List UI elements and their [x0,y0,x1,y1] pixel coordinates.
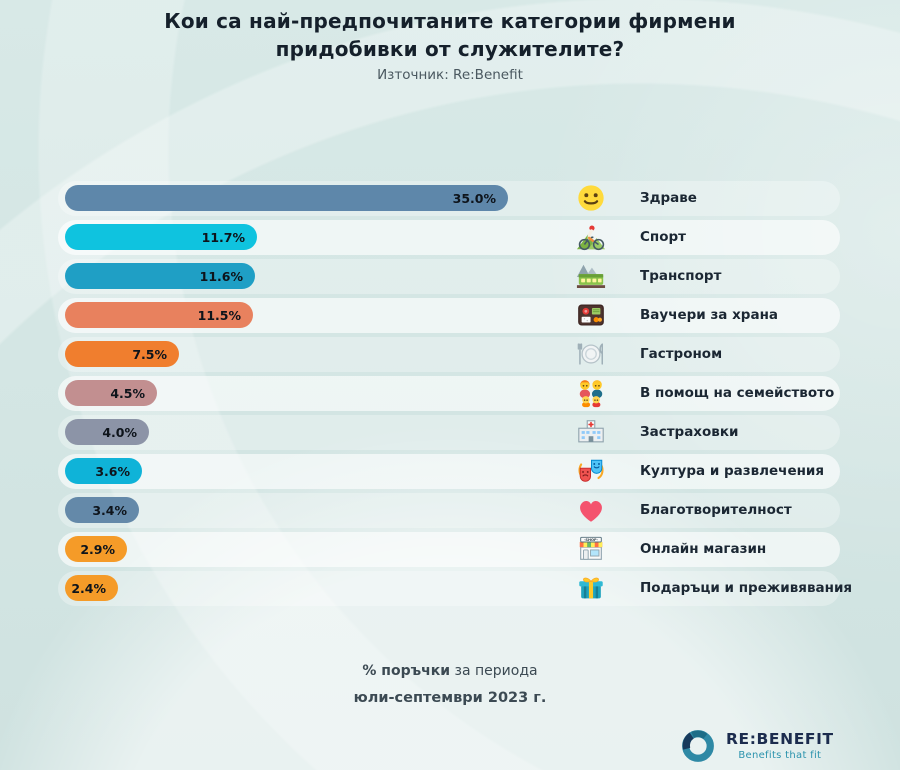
category-label: Ваучери за храна [640,307,779,323]
chart-row: 7.5% Гастроном [0,335,900,374]
rebenefit-logo-text: RE:BENEFIT Benefits that fit [726,729,834,762]
bar-value-label: 11.6% [199,268,243,284]
row-track [58,532,840,567]
bar: 7.5% [65,341,179,367]
row-track [58,571,840,606]
theater-masks-icon [576,456,606,486]
chart-row: 4.5% В помощ на семейството [0,374,900,413]
caption-bold: % поръчки [362,663,451,679]
bar: 2.9% [65,536,127,562]
bar: 3.4% [65,497,139,523]
chart-row: 3.6% Култура и развлечения [0,452,900,491]
bar-value-label: 11.5% [197,307,241,323]
row-track [58,376,840,411]
chart-row: 11.6% Транспорт [0,257,900,296]
rebenefit-logo: RE:BENEFIT Benefits that fit [678,726,834,766]
chart-row: 2.9% ·SHOP· Онлайн магазин [0,530,900,569]
category-label: В помощ на семейството [640,385,835,401]
chart-row: 11.7% Спорт [0,218,900,257]
category-label: Застраховки [640,424,739,440]
bar: 3.6% [65,458,142,484]
smiley-face-icon [576,183,606,213]
caption-rest: за периода [450,663,538,679]
bar-value-label: 3.4% [92,502,127,518]
bar-value-label: 4.5% [110,385,145,401]
mountain-biker-icon [576,222,606,252]
category-label: Здраве [640,190,697,206]
bento-box-icon [576,300,606,330]
category-label: Транспорт [640,268,722,284]
bar-chart: 35.0% Здраве 11.7% Спорт 11.6% Транспорт 11.5%… [0,179,900,608]
page-title: Кои са най-предпочитаните категории фирм… [150,8,750,63]
mountain-railway-icon [576,261,606,291]
title-line-1: Кои са най-предпочитаните категории фирм… [164,9,736,33]
bar-value-label: 2.9% [80,541,115,557]
category-label: Гастроном [640,346,723,362]
logo-brand-name: RE:BENEFIT [726,729,834,748]
bar-value-label: 11.7% [201,229,245,245]
chart-row: 4.0% Застраховки [0,413,900,452]
chart-row: 3.4% Благотворителност [0,491,900,530]
hospital-icon [576,417,606,447]
chart-row: 2.4% Подаръци и преживявания [0,569,900,608]
bar: 35.0% [65,185,508,211]
svg-text:·SHOP·: ·SHOP· [584,538,598,542]
rebenefit-logo-icon [678,726,718,766]
bar-value-label: 7.5% [132,346,167,362]
category-label: Подаръци и преживявания [640,580,853,596]
row-track [58,337,840,372]
source-line: Източник: Re:Benefit [377,67,523,83]
category-label: Спорт [640,229,686,245]
category-label: Култура и развлечения [640,463,825,479]
bar-value-label: 3.6% [95,463,130,479]
logo-tagline: Benefits that fit [738,750,822,762]
row-track [58,454,840,489]
caption-line-2: юли-септември 2023 г. [353,690,547,706]
title-line-2: придобивки от служителите? [275,36,625,61]
bar: 11.5% [65,302,253,328]
bar: 11.6% [65,263,255,289]
fork-knife-plate-icon [576,339,606,369]
category-label: Благотворителност [640,502,792,518]
chart-row: 35.0% Здраве [0,179,900,218]
bar: 2.4% [65,575,118,601]
bar: 4.0% [65,419,149,445]
heart-icon [576,495,606,525]
convenience-store-icon: ·SHOP· [576,534,606,564]
category-label: Онлайн магазин [640,541,767,557]
gift-icon [576,573,606,603]
bar: 11.7% [65,224,257,250]
bar-value-label: 2.4% [71,580,106,596]
row-track [58,493,840,528]
bar: 4.5% [65,380,157,406]
caption-line-1: % поръчки за периода [0,663,900,679]
bar-value-label: 4.0% [102,424,137,440]
bar-value-label: 35.0% [452,190,496,206]
family-icon [576,378,606,408]
row-track [58,415,840,450]
chart-row: 11.5% Ваучери за храна [0,296,900,335]
